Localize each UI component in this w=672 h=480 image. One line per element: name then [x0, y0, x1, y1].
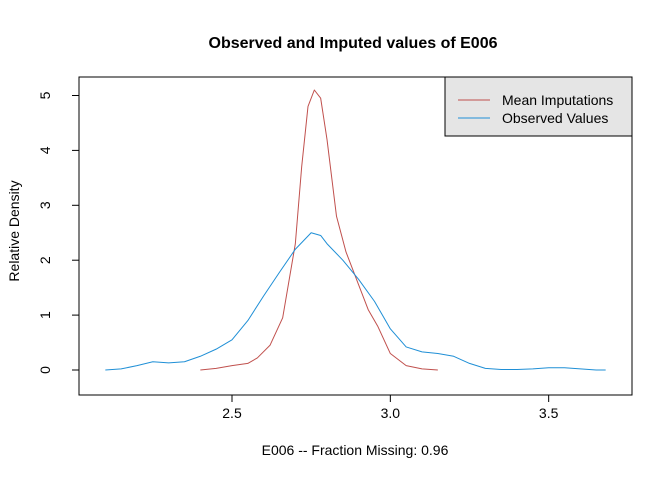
y-tick-label: 4 — [37, 146, 53, 154]
series-lines — [105, 89, 606, 371]
y-tick-label: 2 — [37, 256, 53, 264]
legend-box — [444, 76, 633, 137]
legend-label-mean-imputations: Mean Imputations — [502, 92, 613, 108]
x-axis: 2.5 3.0 3.5 — [222, 394, 559, 421]
legend-label-observed-values: Observed Values — [502, 110, 608, 126]
x-axis-label: E006 -- Fraction Missing: 0.96 — [262, 442, 449, 458]
y-axis: 0 1 2 3 4 5 — [37, 91, 80, 374]
mean-imputations-line — [200, 89, 438, 371]
y-axis-label: Relative Density — [6, 180, 22, 281]
chart-title: Observed and Imputed values of E006 — [209, 35, 498, 52]
legend: Mean Imputations Observed Values — [444, 76, 633, 137]
y-tick-label: 1 — [37, 311, 53, 319]
y-tick-label: 5 — [37, 91, 53, 99]
y-tick-label: 3 — [37, 201, 53, 209]
y-tick-label: 0 — [37, 366, 53, 374]
x-tick-label: 2.5 — [222, 405, 242, 421]
x-tick-label: 3.5 — [539, 405, 559, 421]
x-tick-label: 3.0 — [381, 405, 401, 421]
observed-values-line — [105, 232, 606, 371]
